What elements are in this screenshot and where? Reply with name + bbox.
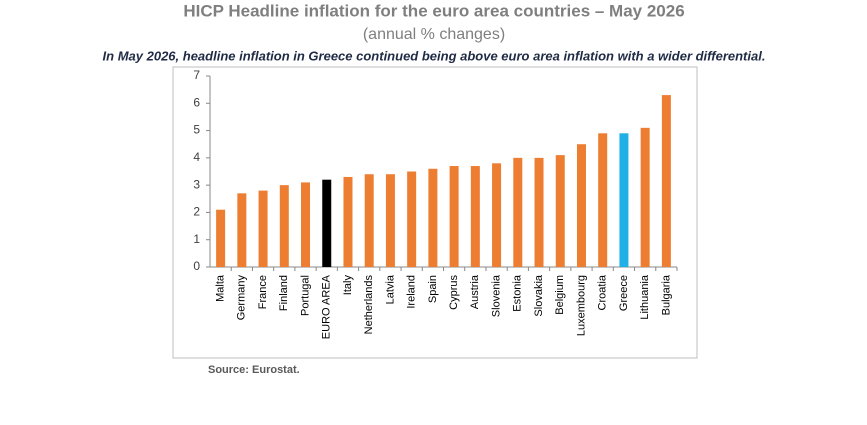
- x-tick-label: Croatia: [597, 274, 609, 310]
- y-tick-label: 3: [193, 177, 200, 191]
- x-tick-label: Bulgaria: [660, 274, 672, 315]
- x-tick-label: Belgium: [554, 275, 566, 315]
- y-tick-label: 0: [193, 259, 200, 273]
- bar: [428, 168, 438, 267]
- bar: [216, 209, 226, 267]
- x-tick-label: Estonia: [512, 274, 524, 312]
- y-tick-label: 4: [193, 150, 200, 164]
- x-tick-label: Slovenia: [490, 274, 502, 317]
- x-tick-label: Germany: [236, 275, 248, 321]
- x-tick-label: Greece: [618, 275, 630, 311]
- x-tick-label: Luxembourg: [575, 275, 587, 336]
- bar: [513, 157, 523, 267]
- y-tick-label: 7: [193, 68, 200, 82]
- x-tick-label: France: [257, 275, 269, 309]
- x-tick-label: Latvia: [384, 274, 396, 304]
- bar: [661, 95, 671, 267]
- bar: [385, 174, 395, 267]
- bar: [640, 127, 650, 267]
- bar: [555, 155, 565, 267]
- bar: [343, 176, 353, 267]
- bar: [407, 171, 417, 267]
- bar: [598, 133, 608, 267]
- chart-title: HICP Headline inflation for the euro are…: [183, 1, 684, 20]
- x-tick-label: Austria: [469, 274, 481, 309]
- source: Source: Eurostat.: [208, 364, 300, 376]
- x-tick-label: Spain: [427, 275, 439, 303]
- x-tick-label: Lithuania: [639, 274, 651, 320]
- x-tick-label: EURO AREA: [321, 274, 333, 339]
- y-tick-label: 5: [193, 123, 200, 137]
- bar: [301, 182, 311, 267]
- y-tick-label: 2: [193, 205, 200, 219]
- chart-subtitle: (annual % changes): [363, 26, 505, 43]
- chart-frame: [172, 66, 698, 359]
- x-tick-label: Malta: [215, 274, 227, 302]
- annotation: In May 2026, headline inflation in Greec…: [103, 48, 766, 63]
- y-tick-label: 1: [193, 232, 200, 246]
- bar: [364, 174, 374, 267]
- bar: [492, 163, 502, 267]
- x-tick-label: Finland: [278, 275, 290, 311]
- bar: [619, 133, 629, 267]
- bar: [449, 166, 459, 267]
- bar: [534, 157, 544, 267]
- y-tick-label: 6: [193, 95, 200, 109]
- bar: [279, 185, 289, 267]
- bar: [237, 193, 247, 267]
- bar: [322, 179, 332, 267]
- x-tick-label: Cyprus: [448, 275, 460, 310]
- x-tick-label: Italy: [342, 275, 354, 296]
- x-tick-label: Netherlands: [363, 275, 375, 335]
- bar: [470, 166, 480, 267]
- x-tick-label: Slovakia: [533, 274, 545, 316]
- x-tick-label: Ireland: [406, 275, 418, 309]
- x-tick-label: Portugal: [299, 275, 311, 316]
- bar: [258, 190, 268, 267]
- bar: [576, 144, 586, 267]
